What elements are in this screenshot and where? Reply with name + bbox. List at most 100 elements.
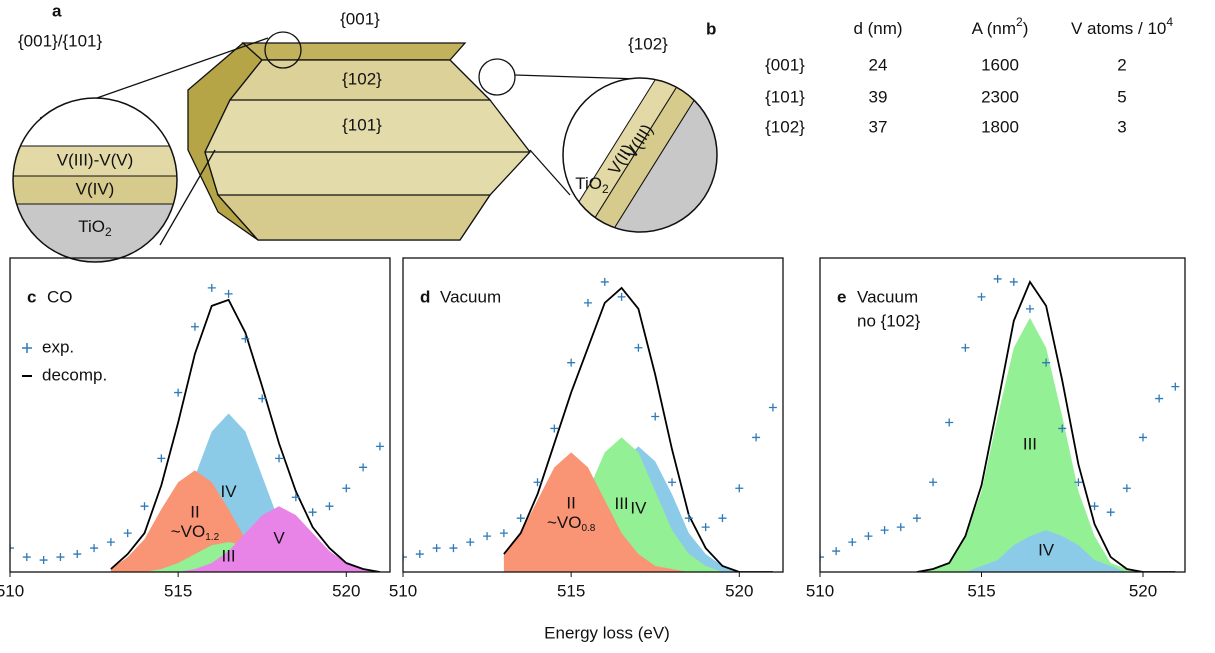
exp-point xyxy=(123,529,132,538)
component-label: III xyxy=(614,494,628,513)
plot-frame xyxy=(402,257,784,573)
exp-point xyxy=(1042,358,1051,367)
exp-point xyxy=(533,478,542,487)
component-note: ~VO1.2 xyxy=(171,523,220,543)
component-label: IV xyxy=(1038,541,1055,560)
panel-subtitle: no {102} xyxy=(857,311,921,330)
exp-point xyxy=(617,292,626,301)
exp-point xyxy=(224,289,233,298)
exp-point xyxy=(1025,304,1034,313)
exp-point xyxy=(718,514,727,523)
exp-point xyxy=(961,343,970,352)
panel-title: CO xyxy=(47,287,73,306)
exp-point xyxy=(550,424,559,433)
exp-point xyxy=(190,322,199,331)
exp-point xyxy=(848,538,857,547)
header-sup: 2 xyxy=(1016,15,1023,29)
row-label: {001} xyxy=(765,55,805,74)
exp-point xyxy=(157,454,166,463)
exp-point xyxy=(735,484,744,493)
exp-point xyxy=(1074,478,1083,487)
table-cell: 24 xyxy=(869,55,888,74)
x-tick-label: 510 xyxy=(389,581,417,600)
note-main: ~VO xyxy=(171,523,206,542)
component-label: IV xyxy=(221,482,238,501)
left-inset xyxy=(13,98,177,262)
column-header: V atoms / 104 xyxy=(1071,15,1173,38)
exp-point xyxy=(56,553,65,562)
component-area xyxy=(110,506,380,572)
exp-point xyxy=(651,412,660,421)
column-header: A (nm2) xyxy=(972,15,1029,38)
table-cell: 5 xyxy=(1117,87,1126,106)
decomposition-line xyxy=(916,280,1176,572)
panel-label: e xyxy=(837,287,846,306)
exp-point xyxy=(359,463,368,472)
crystal xyxy=(39,31,641,246)
inset-circle xyxy=(12,97,178,263)
exp-point xyxy=(880,526,889,535)
exp-point xyxy=(768,403,777,412)
legend-marker xyxy=(22,343,32,353)
exp-point xyxy=(22,553,31,562)
exp-point xyxy=(432,544,441,553)
exp-point xyxy=(140,502,149,511)
exp-point xyxy=(820,553,824,562)
x-tick-label: 510 xyxy=(0,581,24,600)
exp-point xyxy=(945,418,954,427)
component-label: II xyxy=(190,503,199,522)
component-area xyxy=(916,317,1176,572)
exp-point xyxy=(90,544,99,553)
panel-label: b xyxy=(706,19,716,38)
exp-point xyxy=(258,394,267,403)
table-cell: 1600 xyxy=(981,55,1019,74)
component-label: IV xyxy=(630,499,647,518)
exp-point xyxy=(752,433,761,442)
layer-label: V(III)-V(V) xyxy=(57,150,134,169)
plot xyxy=(403,277,777,572)
right-inset xyxy=(563,78,717,232)
exp-point xyxy=(174,388,183,397)
header-text: A (nm xyxy=(972,19,1016,38)
x-axis-label: Energy loss (eV) xyxy=(544,623,670,642)
x-tick-label: 515 xyxy=(164,581,192,600)
exp-point xyxy=(415,550,424,559)
substrate-label: TiO2 xyxy=(575,174,609,196)
exp-point xyxy=(583,298,592,307)
substrate-main: TiO xyxy=(575,174,602,193)
component-label: II xyxy=(566,494,575,513)
exp-point xyxy=(106,538,115,547)
exp-point xyxy=(275,454,284,463)
facet-label: {102} xyxy=(628,34,668,53)
exp-point xyxy=(701,523,710,532)
substrate-sub: 2 xyxy=(602,182,609,196)
table-cell: 39 xyxy=(869,87,888,106)
row-label: {101} xyxy=(765,87,805,106)
exp-point xyxy=(600,277,609,286)
exp-point xyxy=(929,478,938,487)
table-cell: 37 xyxy=(869,117,888,136)
exp-point xyxy=(912,514,921,523)
exp-point xyxy=(634,343,643,352)
exp-point xyxy=(864,532,873,541)
exp-point xyxy=(73,550,82,559)
exp-point xyxy=(684,514,693,523)
exp-point xyxy=(308,508,317,517)
row-label: {102} xyxy=(765,117,805,136)
substrate-main: TiO xyxy=(78,217,105,236)
component-note: ~VO0.8 xyxy=(547,514,596,534)
table-cell: 3 xyxy=(1117,117,1126,136)
exp-point xyxy=(993,274,1002,283)
plot-frame xyxy=(9,257,391,573)
component-area xyxy=(916,530,1176,572)
exp-point xyxy=(499,529,508,538)
decomposition-line xyxy=(503,286,773,572)
exp-point xyxy=(1106,508,1115,517)
exp-point xyxy=(10,544,14,553)
x-tick-label: 515 xyxy=(967,581,995,600)
exp-point xyxy=(483,532,492,541)
panel-title: Vacuum xyxy=(857,287,918,306)
exp-point xyxy=(207,283,216,292)
exp-point xyxy=(668,478,677,487)
